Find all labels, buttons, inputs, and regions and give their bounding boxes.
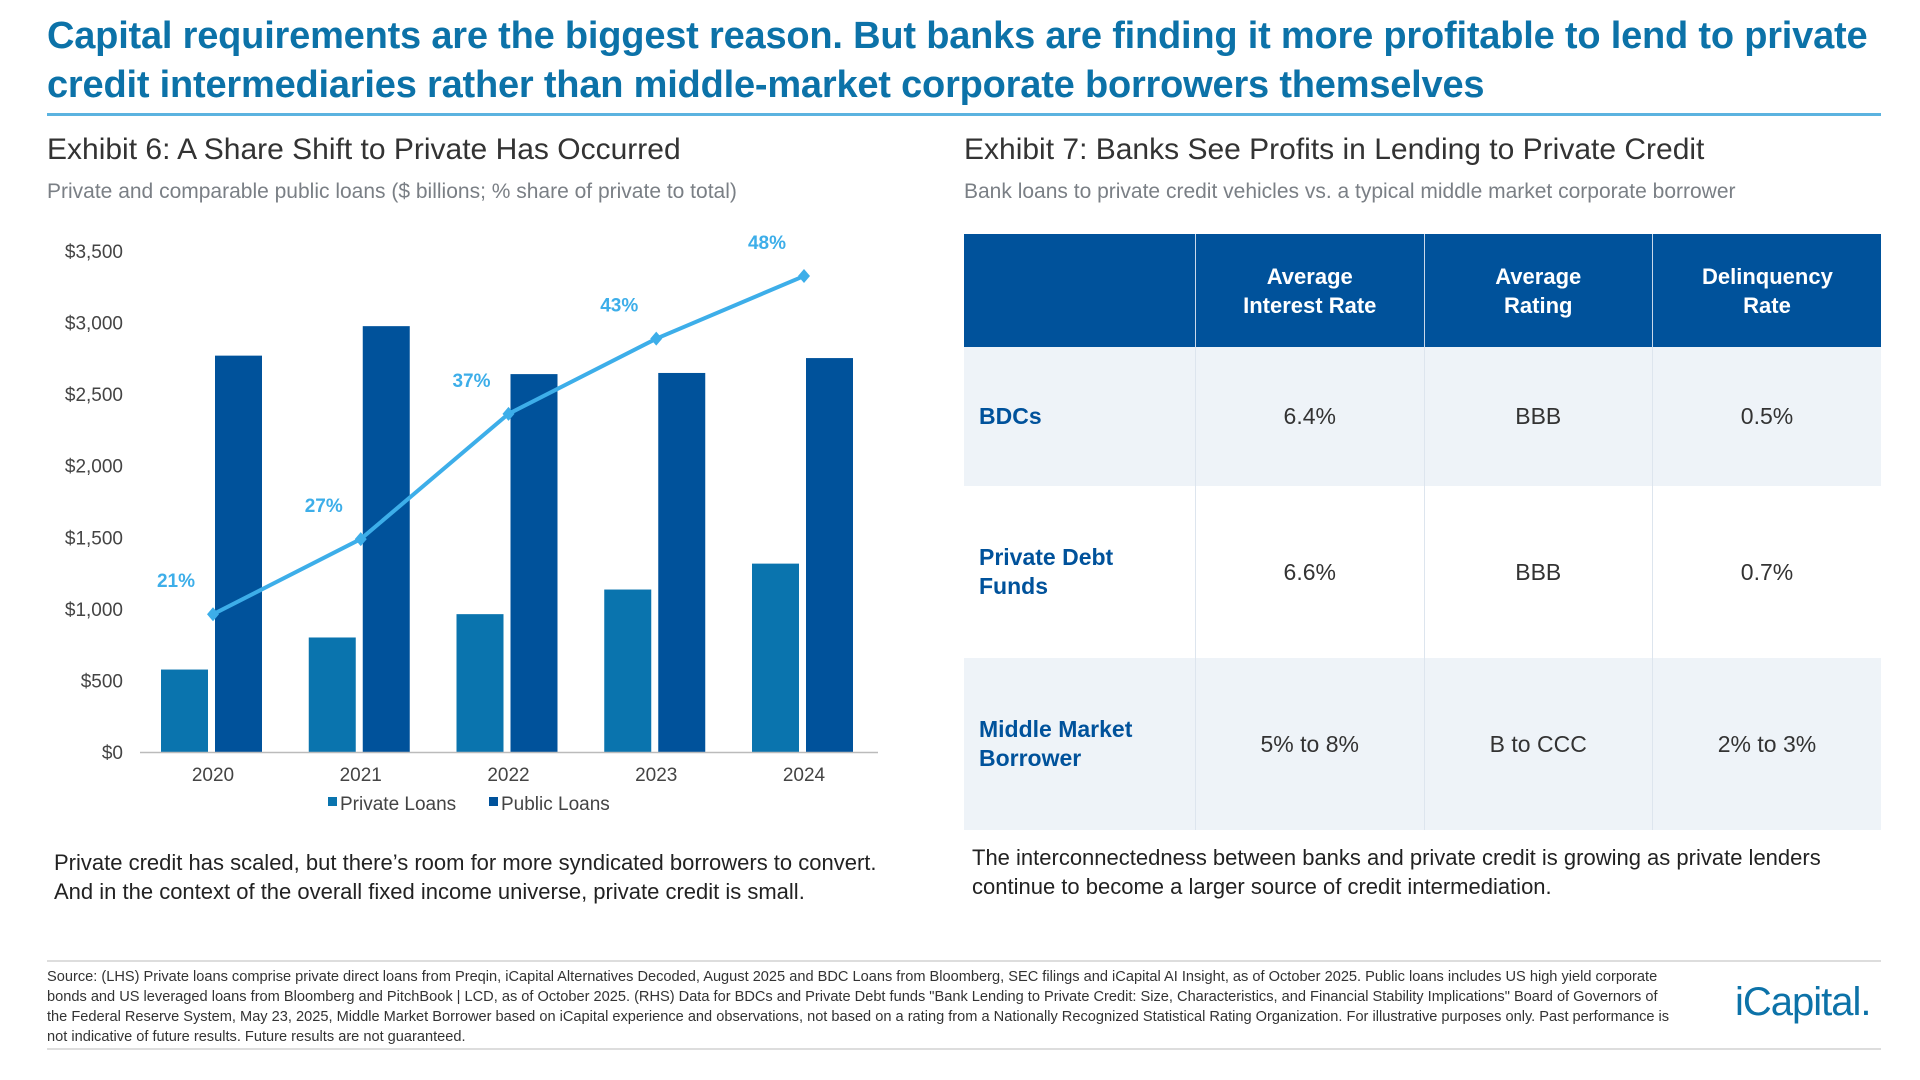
share-point-marker <box>798 269 810 284</box>
private-loans-bar <box>161 669 208 752</box>
share-data-label: 27% <box>305 496 343 517</box>
footer-divider-bottom <box>47 1048 1881 1050</box>
table-header-blank <box>964 234 1196 347</box>
x-tick-label: 2024 <box>783 765 826 786</box>
y-tick-label: $2,000 <box>65 457 123 478</box>
cell-interest: 5% to 8% <box>1195 658 1424 830</box>
footer-divider <box>47 960 1881 962</box>
comparison-table: Average Interest Rate Average Rating Del… <box>964 234 1881 830</box>
public-loans-bar <box>215 355 262 752</box>
share-point-marker <box>650 331 663 346</box>
table-row: Private Debt Funds 6.6% BBB 0.7% <box>964 486 1881 658</box>
exhibit-6-title: Exhibit 6: A Share Shift to Private Has … <box>47 133 681 166</box>
exhibit-7-subtitle: Bank loans to private credit vehicles vs… <box>964 180 1736 203</box>
cell-delinquency: 2% to 3% <box>1652 658 1881 830</box>
source-note: Source: (LHS) Private loans comprise pri… <box>47 969 1670 1045</box>
row-label: BDCs <box>964 347 1196 486</box>
y-tick-label: $0 <box>102 743 123 764</box>
private-loans-bar <box>308 637 356 752</box>
public-loans-bar <box>362 326 410 752</box>
exhibit-7-caption: The interconnectedness between banks and… <box>972 845 1821 899</box>
headline: Capital requirements are the biggest rea… <box>47 15 1868 106</box>
legend-private-swatch <box>328 797 337 806</box>
header-divider <box>47 113 1881 116</box>
cell-delinquency: 0.5% <box>1652 347 1881 486</box>
y-tick-label: $1,000 <box>65 600 123 621</box>
y-tick-label: $500 <box>81 671 123 692</box>
share-data-label: 21% <box>157 571 195 592</box>
legend-public-swatch <box>489 797 498 806</box>
share-point-marker <box>207 607 219 622</box>
exhibit-6-subtitle: Private and comparable public loans ($ b… <box>47 180 737 203</box>
legend-public-label: Public Loans <box>501 794 610 815</box>
table-row: BDCs 6.4% BBB 0.5% <box>964 347 1881 486</box>
cell-rating: BBB <box>1423 486 1653 658</box>
x-tick-label: 2020 <box>192 765 234 786</box>
table-header-row: Average Interest Rate Average Rating Del… <box>964 234 1881 347</box>
private-loans-bar <box>752 563 799 752</box>
row-label: Private Debt Funds <box>979 544 1114 599</box>
share-line <box>212 274 805 617</box>
y-tick-label: $3,000 <box>65 314 123 335</box>
table-header-delinquency: Delinquency Rate <box>1652 234 1881 347</box>
y-tick-label: $1,500 <box>65 528 123 549</box>
legend-private-label: Private Loans <box>340 794 456 815</box>
share-data-label: 48% <box>748 233 786 254</box>
table-row: Middle Market Borrower 5% to 8% B to CCC… <box>964 658 1881 830</box>
y-tick-label: $2,500 <box>65 385 123 406</box>
table-header-interest: Average Interest Rate <box>1195 234 1424 347</box>
cell-rating: BBB <box>1423 347 1653 486</box>
public-loans-bar <box>806 358 853 752</box>
cell-interest: 6.6% <box>1195 486 1424 658</box>
x-tick-label: 2022 <box>487 765 529 786</box>
share-data-label: 37% <box>452 371 490 392</box>
cell-delinquency: 0.7% <box>1652 486 1881 658</box>
cell-interest: 6.4% <box>1195 347 1424 486</box>
share-point-marker <box>502 406 515 421</box>
exhibit-6-chart: $0 $500 $1,000 $1,500 $2,000 $2,500 $3,000 $3,5… <box>65 233 878 815</box>
private-loans-bar <box>456 614 504 752</box>
public-loans-bar <box>658 372 706 752</box>
cell-rating: B to CCC <box>1423 658 1653 830</box>
x-tick-label: 2021 <box>340 765 382 786</box>
x-tick-label: 2023 <box>635 765 677 786</box>
icapital-logo: iCapital. <box>1735 980 1872 1024</box>
exhibit-7-title: Exhibit 7: Banks See Profits in Lending … <box>964 133 1705 166</box>
share-point-marker <box>354 532 367 547</box>
y-tick-label: $3,500 <box>65 242 123 263</box>
exhibit-6-caption: Private credit has scaled, but there’s r… <box>54 850 877 904</box>
row-label: Middle Market Borrower <box>964 658 1196 830</box>
public-loans-bar <box>510 374 558 752</box>
private-loans-bar <box>604 589 652 752</box>
table-header-rating: Average Rating <box>1423 234 1653 347</box>
share-data-label: 43% <box>600 296 638 317</box>
